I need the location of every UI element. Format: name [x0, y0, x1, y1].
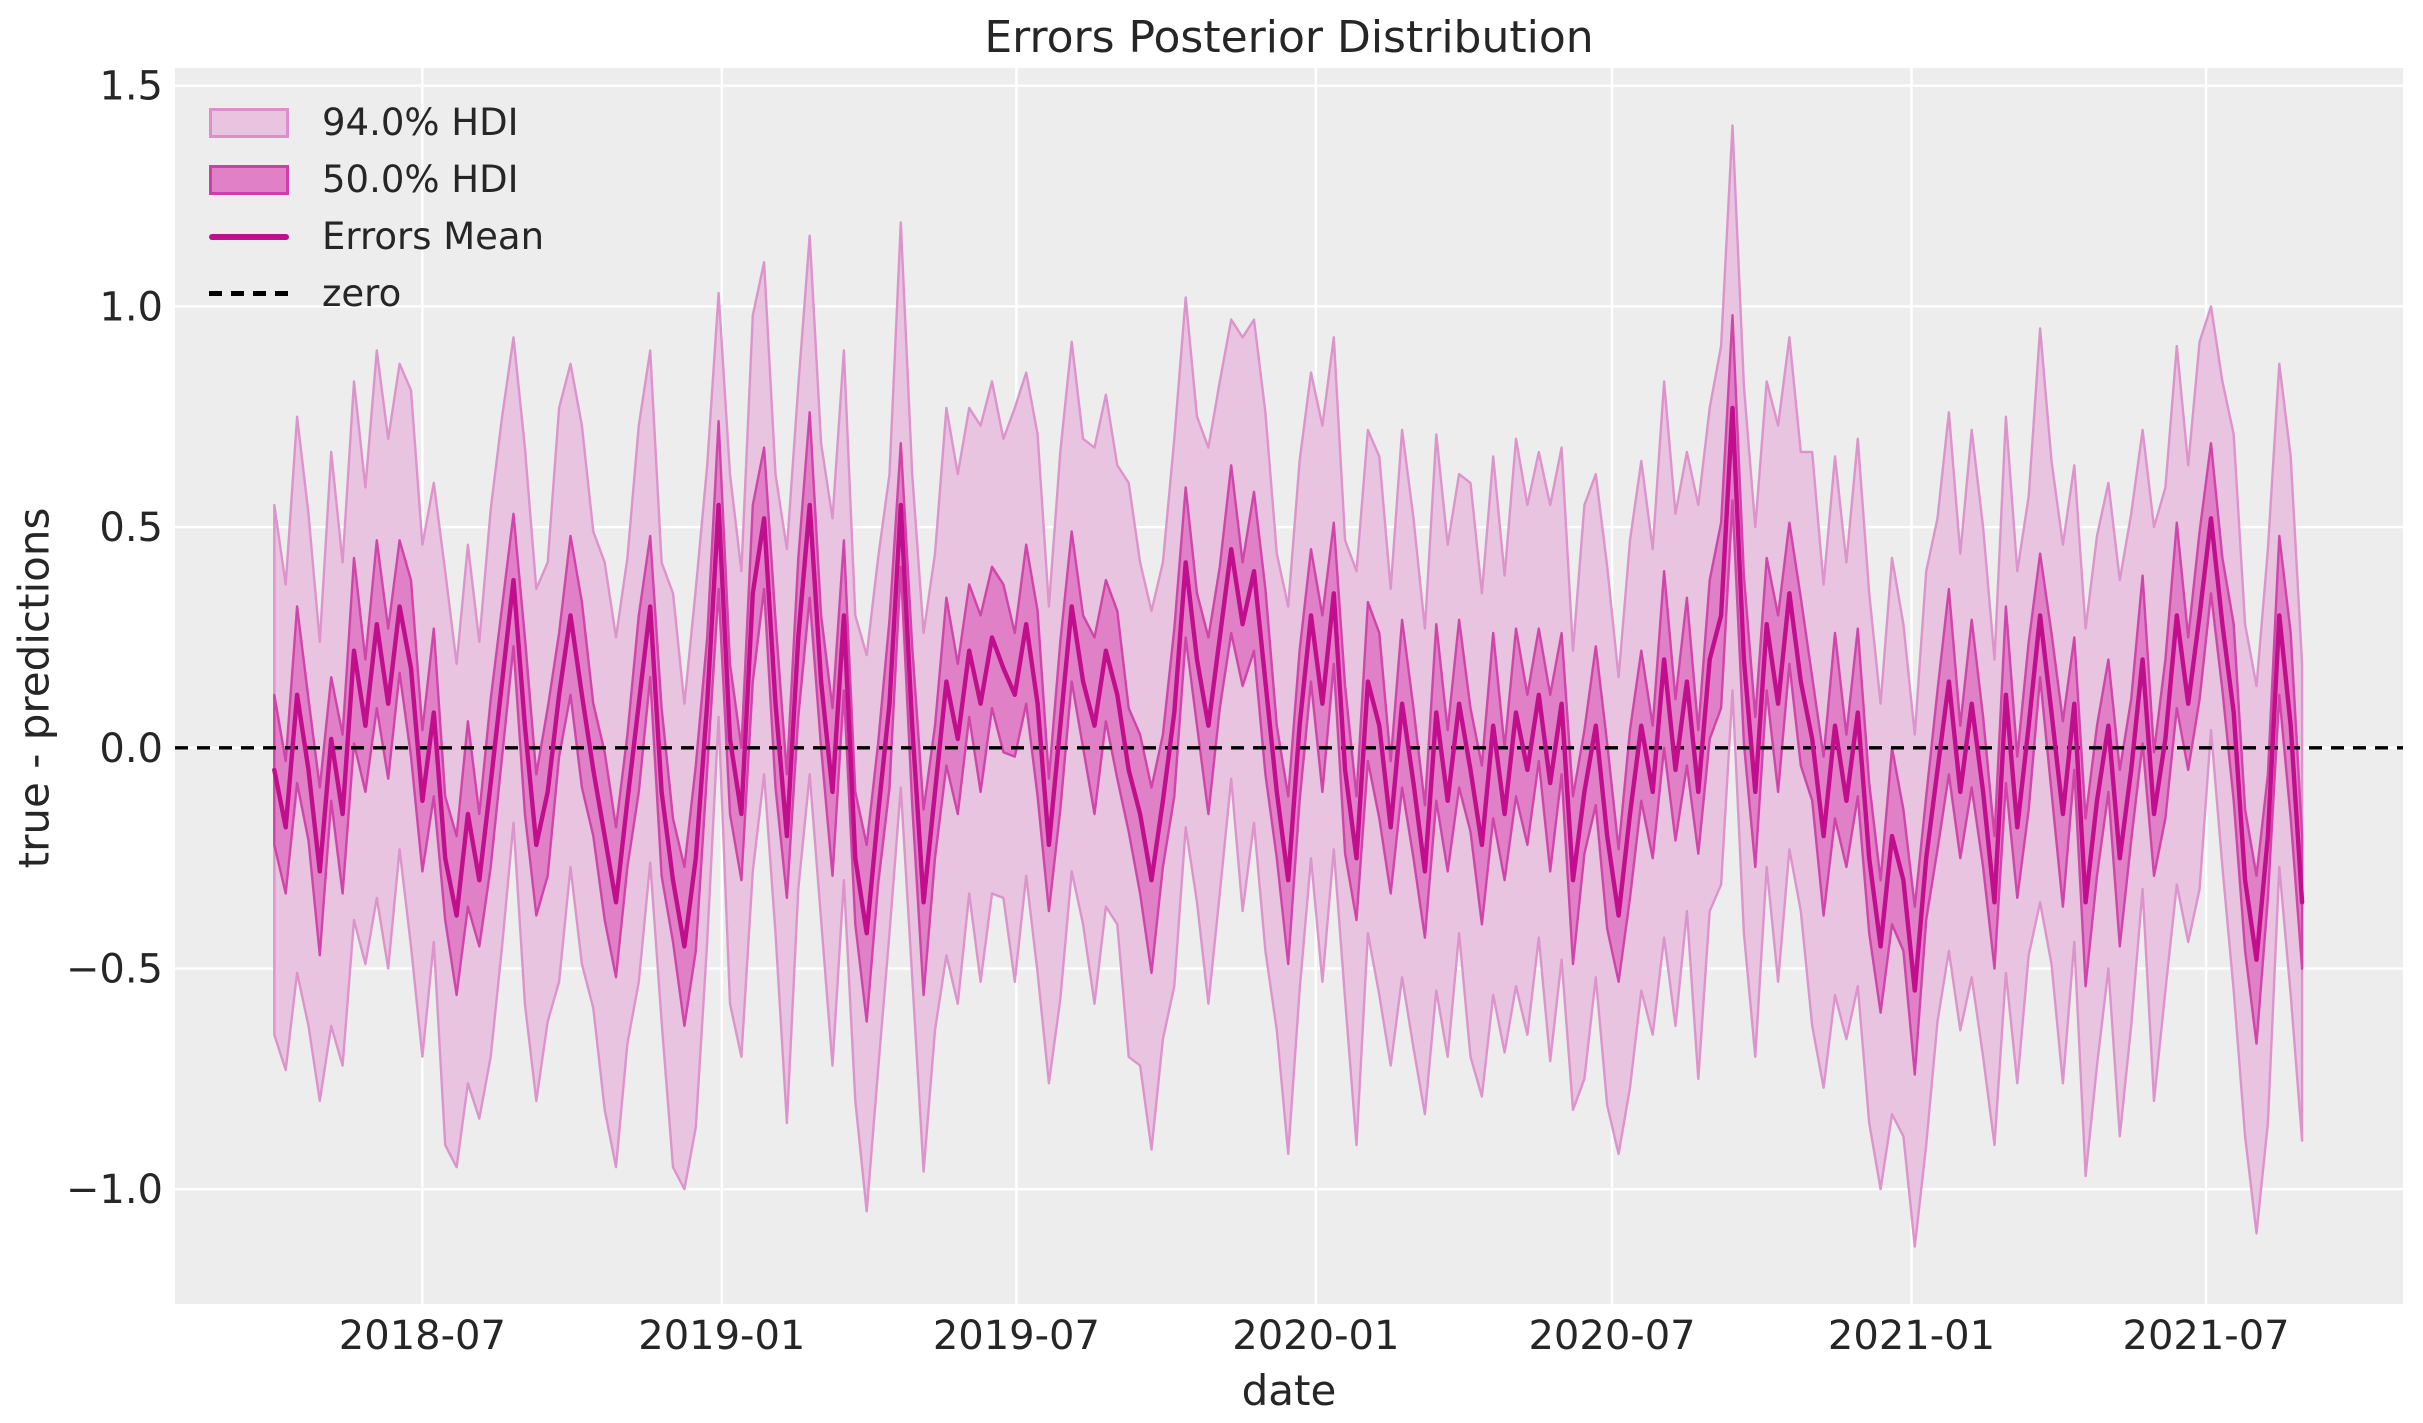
- hdi94-swatch-icon: [209, 107, 289, 138]
- legend-entry-mean: Errors Mean: [209, 208, 544, 265]
- legend-label: 94.0% HDI: [322, 101, 519, 144]
- legend-entry-hdi50: 50.0% HDI: [209, 151, 544, 208]
- hdi50-band: [273, 314, 2304, 1076]
- x-tick-label: 2021-07: [2123, 1313, 2290, 1359]
- legend-label: Errors Mean: [322, 215, 545, 258]
- x-tick-label: 2021-01: [1828, 1313, 1995, 1359]
- x-tick-label: 2018-07: [339, 1313, 506, 1359]
- chart-title: Errors Posterior Distribution: [984, 12, 1594, 63]
- mean-line-swatch-icon: [209, 233, 289, 240]
- y-axis-label: true - predictions: [9, 507, 59, 869]
- legend: 94.0% HDI 50.0% HDI Errors Mean zero: [209, 94, 544, 322]
- legend-label: zero: [322, 272, 402, 315]
- y-tick-label: −0.5: [66, 947, 163, 993]
- zero-dash-swatch-icon: [209, 291, 289, 296]
- y-tick-label: 1.0: [99, 284, 163, 330]
- legend-entry-hdi94: 94.0% HDI: [209, 94, 544, 151]
- x-tick-label: 2019-07: [933, 1313, 1100, 1359]
- y-tick-label: 0.0: [99, 726, 163, 772]
- y-tick-label: 1.5: [99, 64, 163, 110]
- x-tick-label: 2020-07: [1528, 1313, 1695, 1359]
- x-tick-label: 2020-01: [1232, 1313, 1399, 1359]
- x-axis-label: date: [1241, 1366, 1337, 1415]
- hdi94-band: [273, 124, 2304, 1248]
- x-tick-label: 2019-01: [638, 1313, 805, 1359]
- hdi50-swatch-icon: [209, 164, 289, 195]
- y-tick-label: 0.5: [99, 505, 163, 551]
- legend-label: 50.0% HDI: [322, 158, 519, 201]
- y-tick-label: −1.0: [66, 1167, 163, 1213]
- legend-entry-zero: zero: [209, 265, 544, 322]
- mean-line: [272, 405, 2305, 993]
